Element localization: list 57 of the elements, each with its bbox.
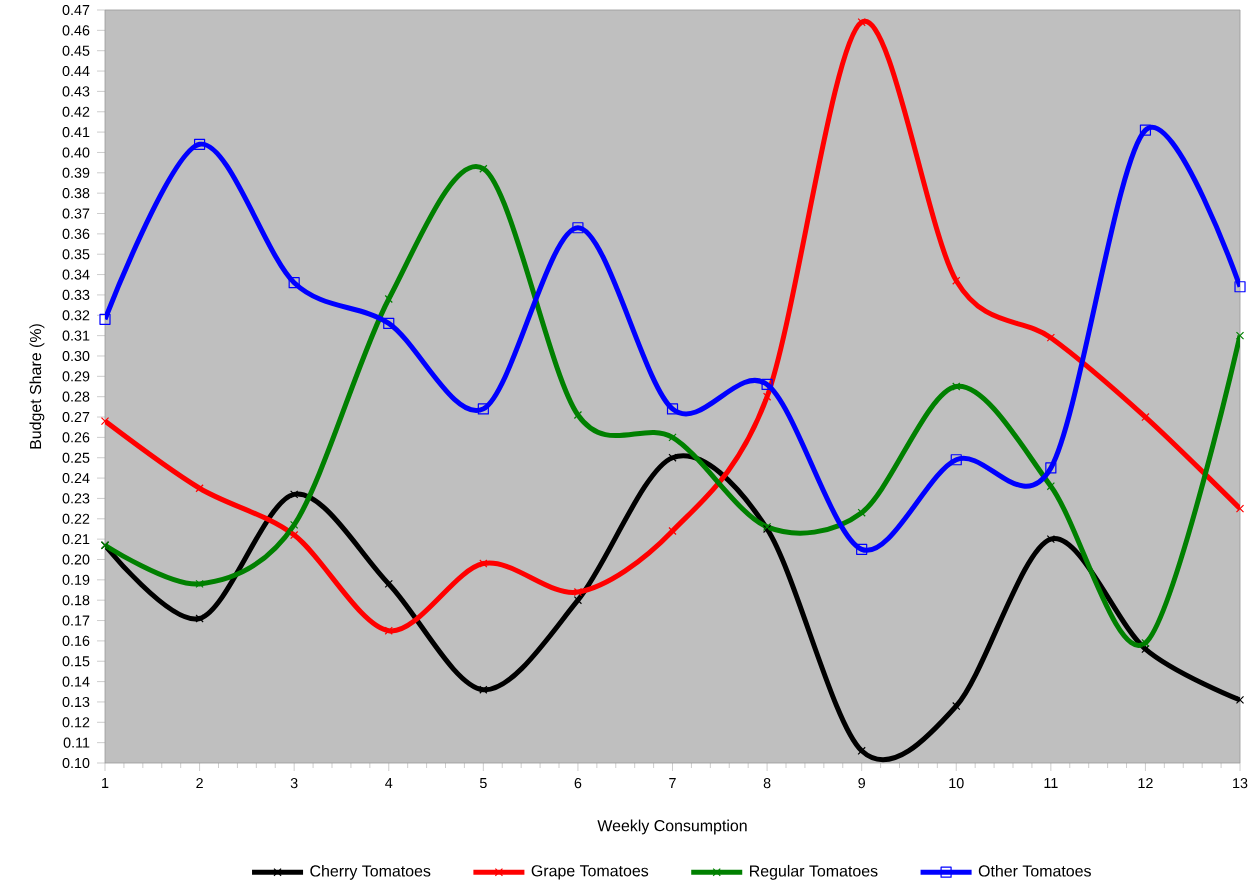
y-tick-label: 0.39 (62, 167, 90, 178)
y-tick-label: 0.29 (62, 371, 90, 382)
x-tick-label: 11 (1044, 778, 1058, 788)
x-tick-label: 10 (949, 778, 964, 789)
y-tick-label: 0.15 (62, 656, 90, 667)
x-tick-label: 12 (1138, 778, 1153, 789)
y-tick-label: 0.22 (62, 513, 90, 524)
x-tick-label: 5 (479, 778, 487, 789)
y-tick-label: 0.21 (62, 534, 90, 545)
legend-label: Regular Tomatoes (750, 864, 878, 880)
x-tick-label: 9 (858, 778, 865, 789)
y-tick-label: 0.27 (62, 411, 90, 423)
y-tick-label: 0.19 (62, 574, 90, 585)
y-tick-label: 0.42 (62, 106, 90, 117)
y-tick-label: 0.20 (62, 554, 90, 565)
y-tick-label: 0.11 (63, 737, 90, 748)
legend-label: Other Tomatoes (978, 864, 1091, 877)
y-tick-label: 0.36 (62, 228, 90, 239)
legend-label: Cherry Tomatoes (310, 864, 431, 880)
y-axis-title: Budget Share (%) (29, 324, 45, 449)
x-tick-label: 7 (669, 778, 676, 788)
x-tick-label: 2 (196, 778, 203, 789)
x-axis-title: Weekly Consumption (597, 819, 747, 835)
x-tick-label: 6 (574, 778, 582, 789)
y-tick-label: 0.30 (62, 350, 90, 362)
y-tick-label: 0.34 (62, 269, 90, 280)
y-tick-label: 0.38 (62, 188, 90, 199)
y-tick-label: 0.47 (62, 4, 90, 16)
y-tick-label: 0.10 (62, 757, 90, 769)
legend-label: Grape Tomatoes (531, 865, 649, 880)
x-tick-label: 8 (763, 778, 771, 789)
y-tick-label: 0.16 (62, 635, 90, 646)
y-tick-label: 0.24 (62, 473, 90, 484)
y-tick-label: 0.37 (62, 208, 90, 219)
y-tick-label: 0.13 (62, 696, 90, 708)
y-tick-label: 0.14 (62, 676, 90, 687)
y-tick-label: 0.12 (62, 717, 90, 728)
x-tick-label: 4 (385, 778, 393, 788)
y-tick-label: 0.18 (62, 595, 90, 606)
y-tick-label: 0.17 (62, 615, 90, 626)
y-tick-label: 0.31 (62, 330, 90, 341)
y-tick-label: 0.32 (62, 310, 90, 321)
y-tick-label: 0.43 (62, 86, 90, 97)
y-tick-label: 0.28 (62, 391, 90, 402)
y-tick-label: 0.35 (62, 249, 90, 260)
y-tick-label: 0.41 (62, 127, 90, 138)
y-tick-label: 0.44 (62, 65, 90, 77)
x-tick-label: 13 (1233, 778, 1248, 789)
y-tick-label: 0.46 (62, 25, 90, 36)
y-tick-label: 0.40 (62, 147, 90, 158)
y-tick-label: 0.23 (62, 493, 90, 504)
y-tick-label: 0.33 (62, 289, 90, 300)
y-tick-label: 0.45 (62, 45, 90, 56)
y-tick-label: 0.26 (62, 432, 90, 443)
y-tick-label: 0.25 (62, 452, 90, 463)
x-tick-label: 1 (102, 778, 109, 788)
x-tick-label: 3 (290, 778, 298, 789)
